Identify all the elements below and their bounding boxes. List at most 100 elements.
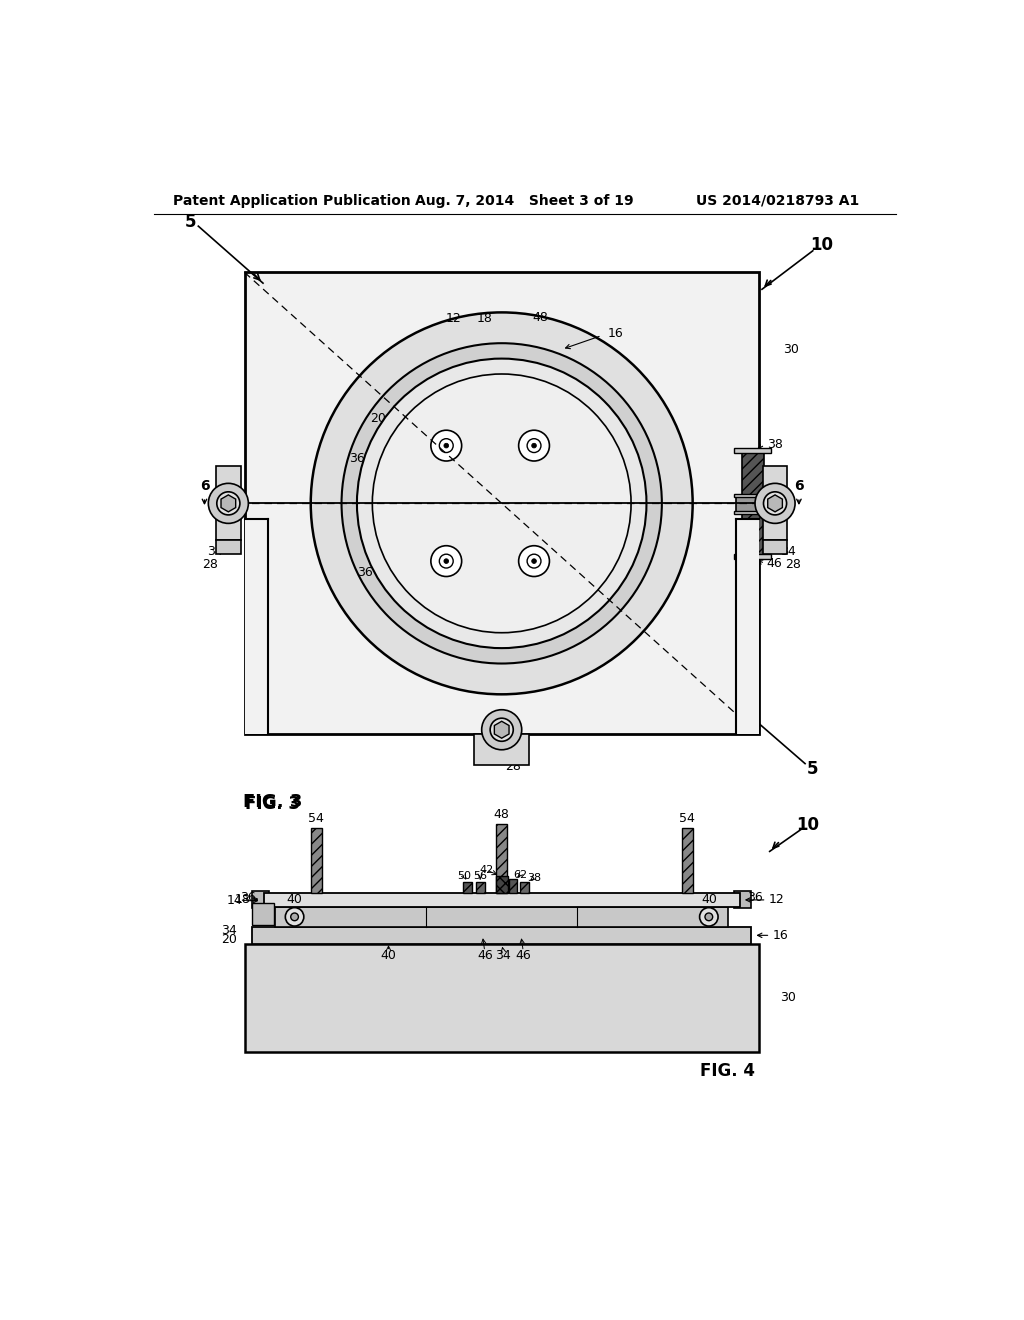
Text: 30: 30 bbox=[780, 991, 797, 1005]
Circle shape bbox=[357, 359, 646, 648]
Text: FIG. 4: FIG. 4 bbox=[700, 1061, 755, 1080]
Text: 20: 20 bbox=[221, 933, 237, 945]
Bar bbox=[734, 891, 752, 908]
Text: 46: 46 bbox=[515, 949, 531, 962]
Text: Patent Application Publication: Patent Application Publication bbox=[173, 194, 411, 207]
Bar bbox=[736, 519, 759, 734]
Text: 36: 36 bbox=[241, 891, 256, 904]
Circle shape bbox=[518, 430, 550, 461]
Text: 42: 42 bbox=[757, 529, 772, 543]
Circle shape bbox=[527, 438, 541, 453]
Bar bbox=[463, 882, 472, 892]
Text: FIG. 3: FIG. 3 bbox=[243, 793, 302, 810]
Text: 52: 52 bbox=[456, 458, 471, 471]
Circle shape bbox=[699, 908, 718, 927]
Text: 20: 20 bbox=[371, 412, 386, 425]
Circle shape bbox=[444, 444, 449, 447]
Text: 5: 5 bbox=[185, 213, 197, 231]
Text: 46: 46 bbox=[477, 949, 493, 962]
Bar bbox=[509, 879, 517, 892]
Text: 5: 5 bbox=[807, 760, 818, 777]
Bar bbox=[497, 824, 507, 894]
Text: 54: 54 bbox=[518, 549, 535, 562]
Text: 12: 12 bbox=[446, 312, 462, 325]
Text: 36: 36 bbox=[349, 453, 365, 465]
Bar bbox=[763, 466, 787, 540]
Text: 54: 54 bbox=[453, 549, 468, 562]
Text: 12: 12 bbox=[769, 894, 784, 907]
Text: 38: 38 bbox=[527, 873, 541, 883]
Bar bbox=[275, 907, 728, 927]
Circle shape bbox=[705, 913, 713, 921]
Bar bbox=[496, 876, 508, 892]
Bar bbox=[734, 494, 771, 498]
Circle shape bbox=[764, 492, 786, 515]
Circle shape bbox=[431, 545, 462, 577]
Text: 34: 34 bbox=[780, 545, 796, 557]
Bar bbox=[216, 540, 241, 554]
Text: 34: 34 bbox=[208, 545, 223, 557]
Polygon shape bbox=[495, 721, 509, 738]
Text: 56: 56 bbox=[473, 871, 487, 880]
Circle shape bbox=[481, 710, 521, 750]
Bar bbox=[245, 272, 759, 734]
Bar bbox=[742, 512, 764, 557]
Text: 46: 46 bbox=[767, 557, 782, 570]
Bar bbox=[245, 944, 759, 1052]
Text: 34: 34 bbox=[496, 949, 511, 962]
Circle shape bbox=[286, 908, 304, 927]
Text: 34: 34 bbox=[221, 924, 237, 937]
Bar bbox=[734, 554, 771, 558]
Circle shape bbox=[439, 554, 454, 568]
Text: 28: 28 bbox=[202, 558, 218, 572]
Bar bbox=[520, 882, 529, 892]
Text: FIG. 3: FIG. 3 bbox=[245, 795, 299, 813]
Circle shape bbox=[439, 438, 454, 453]
Text: 52: 52 bbox=[521, 458, 538, 471]
Circle shape bbox=[490, 718, 513, 742]
Text: 36: 36 bbox=[748, 891, 763, 904]
Bar bbox=[264, 892, 739, 907]
Bar bbox=[682, 828, 692, 892]
Bar bbox=[742, 451, 764, 495]
Text: 54: 54 bbox=[679, 812, 695, 825]
Text: 34: 34 bbox=[506, 744, 521, 758]
Bar bbox=[216, 466, 241, 540]
Text: 28: 28 bbox=[785, 558, 802, 572]
Circle shape bbox=[531, 558, 537, 564]
Circle shape bbox=[531, 444, 537, 447]
Circle shape bbox=[342, 343, 662, 664]
Circle shape bbox=[291, 913, 298, 921]
Text: US 2014/0218793 A1: US 2014/0218793 A1 bbox=[695, 194, 859, 207]
Text: 40: 40 bbox=[381, 949, 396, 962]
Bar bbox=[474, 734, 529, 766]
Text: 30: 30 bbox=[783, 343, 800, 356]
Bar bbox=[763, 540, 787, 554]
Text: 62: 62 bbox=[513, 870, 527, 879]
Circle shape bbox=[217, 492, 240, 515]
Bar bbox=[252, 903, 273, 924]
Text: 36: 36 bbox=[356, 566, 373, 579]
Circle shape bbox=[518, 545, 550, 577]
Bar bbox=[310, 828, 322, 892]
Text: 54: 54 bbox=[453, 445, 468, 458]
Text: Aug. 7, 2014   Sheet 3 of 19: Aug. 7, 2014 Sheet 3 of 19 bbox=[416, 194, 634, 207]
Polygon shape bbox=[768, 495, 782, 512]
Polygon shape bbox=[221, 495, 236, 512]
Circle shape bbox=[431, 430, 462, 461]
Text: 14: 14 bbox=[226, 894, 243, 907]
Text: 6: 6 bbox=[200, 479, 209, 494]
Text: 52: 52 bbox=[521, 562, 538, 576]
Bar bbox=[252, 891, 269, 908]
Circle shape bbox=[310, 313, 692, 694]
Text: 18: 18 bbox=[234, 892, 250, 906]
Text: 16: 16 bbox=[773, 929, 788, 942]
Text: 48: 48 bbox=[532, 310, 548, 323]
Bar bbox=[245, 519, 267, 734]
Text: 40: 40 bbox=[287, 892, 302, 906]
Text: 46: 46 bbox=[767, 467, 782, 480]
Circle shape bbox=[527, 554, 541, 568]
Text: 10: 10 bbox=[797, 816, 819, 834]
Bar bbox=[736, 496, 770, 512]
Text: 48: 48 bbox=[494, 808, 510, 821]
